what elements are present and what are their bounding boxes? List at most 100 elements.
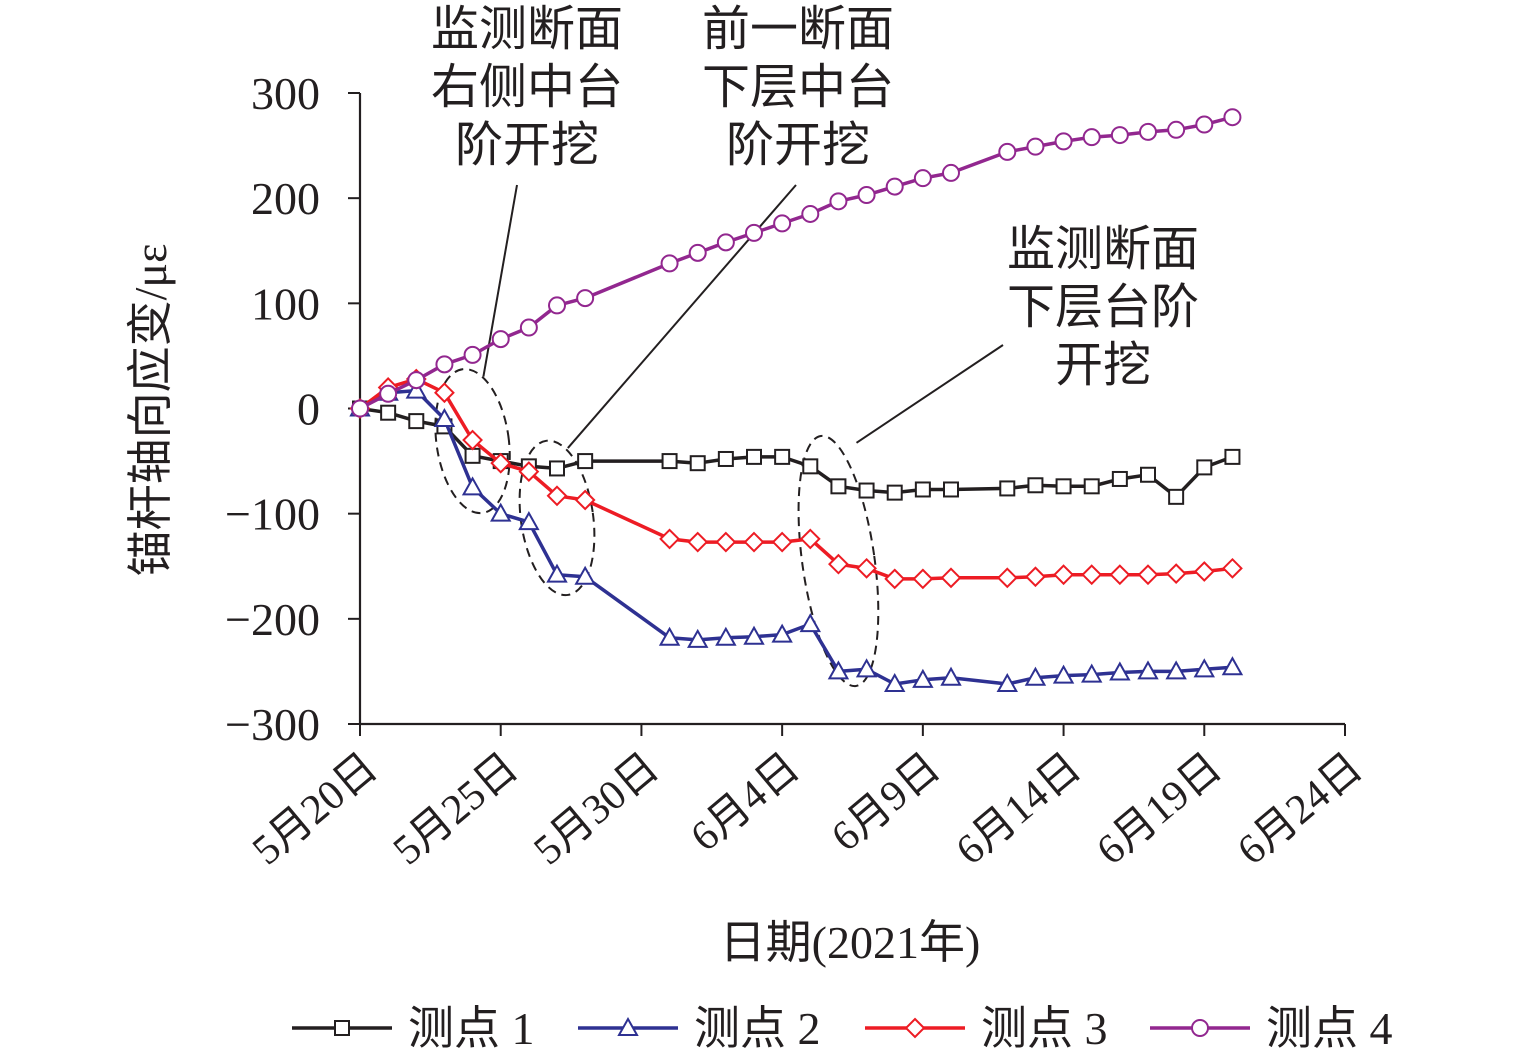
series-line: [358, 377, 1233, 581]
data-point: [774, 448, 791, 465]
data-point: [1167, 120, 1186, 139]
y-tick-label: 200: [251, 173, 320, 224]
data-point: [435, 355, 454, 374]
data-point: [914, 481, 931, 498]
data-point: [996, 672, 1018, 693]
data-point: [715, 531, 737, 553]
data-point: [1026, 137, 1045, 156]
y-tick-label: 300: [251, 68, 320, 119]
data-point: [617, 1016, 639, 1036]
data-point: [746, 448, 762, 465]
data-point: [1191, 1019, 1209, 1037]
annotation-label: 监测断面: [431, 3, 623, 56]
data-point: [716, 233, 735, 252]
y-tick-label: −200: [225, 594, 320, 645]
data-point: [379, 384, 398, 403]
legend-label: 测点 2: [694, 1003, 821, 1054]
data-point: [546, 485, 568, 507]
data-point: [885, 177, 904, 196]
data-point: [1025, 566, 1046, 588]
data-point: [1196, 459, 1213, 476]
y-tick-labels: 300 200 100 0 −100 −200 −300: [225, 68, 320, 750]
data-point: [1027, 477, 1044, 494]
data-point: [715, 626, 737, 646]
series-3: [349, 368, 1243, 590]
data-point: [1195, 115, 1214, 134]
data-point: [1222, 557, 1243, 579]
data-point: [857, 186, 876, 205]
data-point: [519, 318, 538, 337]
data-point: [1109, 661, 1131, 681]
data-point: [1193, 561, 1215, 582]
data-point: [996, 567, 1018, 589]
x-tick-label: 6月4日: [682, 744, 808, 860]
series-group: [349, 108, 1244, 693]
data-point: [490, 452, 512, 474]
annotation-ellipse: [434, 368, 511, 515]
annotation-ellipse: [518, 439, 596, 597]
annotation-label: 阶开挖: [726, 119, 870, 172]
data-point: [1109, 564, 1131, 586]
data-point: [1110, 126, 1129, 145]
legend-item: 测点 4: [1150, 1003, 1393, 1054]
data-point: [904, 1017, 926, 1039]
data-point: [743, 531, 765, 553]
annotation-label: 右侧中台: [431, 61, 623, 114]
data-point: [1140, 466, 1156, 483]
y-tick-label: 100: [251, 278, 320, 329]
data-point: [491, 330, 510, 349]
x-axis-title: 日期(2021年): [720, 917, 981, 968]
data-point: [998, 142, 1017, 161]
data-point: [407, 371, 426, 390]
data-point: [1221, 656, 1244, 676]
data-point: [1193, 658, 1215, 678]
y-tick-label: −300: [225, 699, 320, 750]
data-point: [518, 511, 540, 531]
data-point: [830, 478, 847, 495]
y-tick-label: 0: [297, 384, 320, 435]
annotation-leader-line: [855, 344, 1004, 444]
data-point: [913, 169, 932, 188]
legend-item: 测点 3: [865, 1003, 1108, 1054]
data-point: [659, 528, 680, 550]
data-point: [660, 254, 679, 273]
data-point: [574, 565, 596, 585]
data-point: [548, 296, 566, 315]
data-point: [856, 557, 877, 579]
data-point: [942, 163, 960, 182]
data-point: [829, 192, 848, 211]
data-point: [1081, 663, 1103, 683]
data-point: [351, 399, 369, 418]
data-point: [462, 429, 483, 451]
data-point: [689, 455, 706, 472]
data-point: [1137, 660, 1159, 680]
legend-label: 测点 4: [1266, 1003, 1393, 1054]
data-point: [408, 413, 425, 430]
data-point: [1083, 478, 1100, 495]
data-point: [688, 243, 707, 262]
data-point: [1054, 132, 1073, 151]
x-tick-label: 6月24日: [1229, 744, 1371, 874]
data-point: [658, 626, 681, 646]
series-2: [349, 379, 1244, 693]
data-point: [884, 568, 906, 590]
data-point: [546, 563, 568, 583]
data-point: [463, 345, 482, 364]
data-point: [687, 531, 709, 553]
data-point: [464, 447, 481, 464]
data-point: [858, 482, 875, 499]
data-point: [999, 480, 1016, 497]
annotation-label: 前一断面: [702, 3, 894, 56]
data-point: [799, 528, 821, 550]
series-4: [351, 108, 1242, 418]
data-point: [380, 404, 397, 421]
annotation-label: 监测断面: [1007, 223, 1199, 276]
legend-item: 测点 1: [292, 1003, 535, 1054]
data-point: [1024, 666, 1047, 686]
legend-item: 测点 2: [578, 1003, 821, 1054]
data-point: [1111, 470, 1128, 487]
data-point: [773, 214, 792, 233]
data-point: [943, 481, 959, 498]
